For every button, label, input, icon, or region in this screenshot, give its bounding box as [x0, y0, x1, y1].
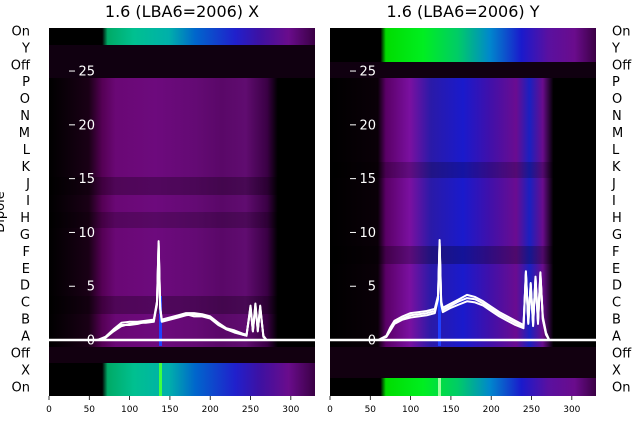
- row-label: On: [12, 24, 30, 39]
- row-label: D: [20, 279, 30, 294]
- row-label: A: [21, 330, 30, 345]
- row-label: Off: [11, 347, 31, 362]
- y-axis-label: Dipole: [0, 191, 8, 232]
- row-label: Off: [612, 58, 632, 73]
- row-label: On: [612, 381, 630, 396]
- heatmap-panel-x: 1.6 (LBA6=2006) X 0 5 10 15 20 25 0 50 100 150 20…: [0, 2, 315, 415]
- overlay-y-tick-label: 25: [78, 65, 95, 80]
- x-tick-label: 0: [327, 405, 333, 415]
- row-label: B: [612, 313, 621, 328]
- row-label: On: [612, 24, 630, 39]
- row-label: On: [12, 381, 30, 396]
- x-tick-label: 250: [523, 405, 540, 415]
- row-label: C: [612, 296, 621, 311]
- x-tick-label: 0: [46, 405, 52, 415]
- onx-band: [330, 378, 596, 396]
- x-tick-label: 150: [161, 405, 178, 415]
- x-tick-label: 100: [121, 405, 138, 415]
- overlay-y-tick-label: 5: [87, 280, 95, 295]
- overlay-y-tick-label: 15: [359, 172, 376, 187]
- row-label: G: [612, 228, 622, 243]
- offx-band: [330, 347, 596, 378]
- row-label: K: [612, 160, 621, 175]
- row-label: N: [612, 109, 622, 124]
- overlay-lines-y: [330, 239, 596, 342]
- x-tick-label: 50: [84, 405, 96, 415]
- x-axis-x: 0 50 100 150 200 250 300: [46, 396, 300, 415]
- row-label: H: [612, 211, 622, 226]
- row-label: F: [612, 245, 619, 260]
- row-label: P: [612, 75, 620, 90]
- overlay-line-2: [49, 244, 315, 341]
- row-label: K: [21, 160, 30, 175]
- x-tick-label: 150: [442, 405, 459, 415]
- offx-band: [49, 347, 315, 363]
- x-axis-y: 0 50 100 150 200 250 300: [327, 396, 581, 415]
- row-label: Y: [611, 41, 620, 56]
- overlay-lines-x: [49, 240, 315, 342]
- row-label: O: [612, 92, 622, 107]
- row-label: F: [23, 245, 30, 260]
- row-label: J: [25, 177, 30, 192]
- overlay-y-tick-label: 25: [359, 65, 376, 80]
- row-label: Y: [21, 41, 30, 56]
- x-tick-label: 200: [483, 405, 500, 415]
- chart-title-y: 1.6 (LBA6=2006) Y: [386, 2, 539, 21]
- row-label: N: [20, 109, 30, 124]
- row-label: Off: [11, 58, 31, 73]
- row-label: E: [612, 262, 620, 277]
- chart-title-x: 1.6 (LBA6=2006) X: [105, 2, 259, 21]
- row-label: I: [612, 194, 616, 209]
- offy-band: [49, 45, 315, 78]
- ony-band: [49, 28, 315, 45]
- row-label: I: [26, 194, 30, 209]
- ony-band: [330, 28, 596, 62]
- row-label: X: [612, 364, 621, 379]
- x-tick-label: 50: [365, 405, 377, 415]
- row-label: H: [20, 211, 30, 226]
- x-tick-label: 250: [242, 405, 259, 415]
- x-tick-label: 300: [563, 405, 580, 415]
- dipole-region: [49, 78, 315, 347]
- overlay-line-2: [330, 244, 596, 341]
- x-tick-label: 100: [402, 405, 419, 415]
- x-tick-label: 200: [202, 405, 219, 415]
- overlay-y-tick-label: 15: [78, 172, 95, 187]
- onx-band: [49, 363, 315, 396]
- row-label: J: [611, 177, 616, 192]
- row-label: E: [22, 262, 30, 277]
- row-label: D: [612, 279, 622, 294]
- heatmap-panel-y: 1.6 (LBA6=2006) Y 0 5 10 15 20 25 0 50 100 150 20…: [327, 2, 632, 415]
- row-label: B: [21, 313, 30, 328]
- row-label: M: [19, 126, 30, 141]
- overlay-y-tick-label: 10: [359, 226, 376, 241]
- row-label: M: [612, 126, 623, 141]
- overlay-y-tick-label: 10: [78, 226, 95, 241]
- row-label: A: [612, 330, 621, 345]
- row-label: L: [612, 143, 620, 158]
- overlay-y-tick-label: 5: [368, 280, 376, 295]
- row-label: Off: [612, 347, 632, 362]
- offy-band: [330, 62, 596, 78]
- row-label: L: [23, 143, 31, 158]
- row-label: X: [21, 364, 30, 379]
- x-tick-label: 300: [282, 405, 299, 415]
- row-label: C: [21, 296, 30, 311]
- overlay-y-tick-label: 20: [359, 118, 376, 133]
- row-label: G: [20, 228, 30, 243]
- row-label: P: [22, 75, 30, 90]
- row-label: O: [20, 92, 30, 107]
- overlay-y-tick-label: 20: [78, 118, 95, 133]
